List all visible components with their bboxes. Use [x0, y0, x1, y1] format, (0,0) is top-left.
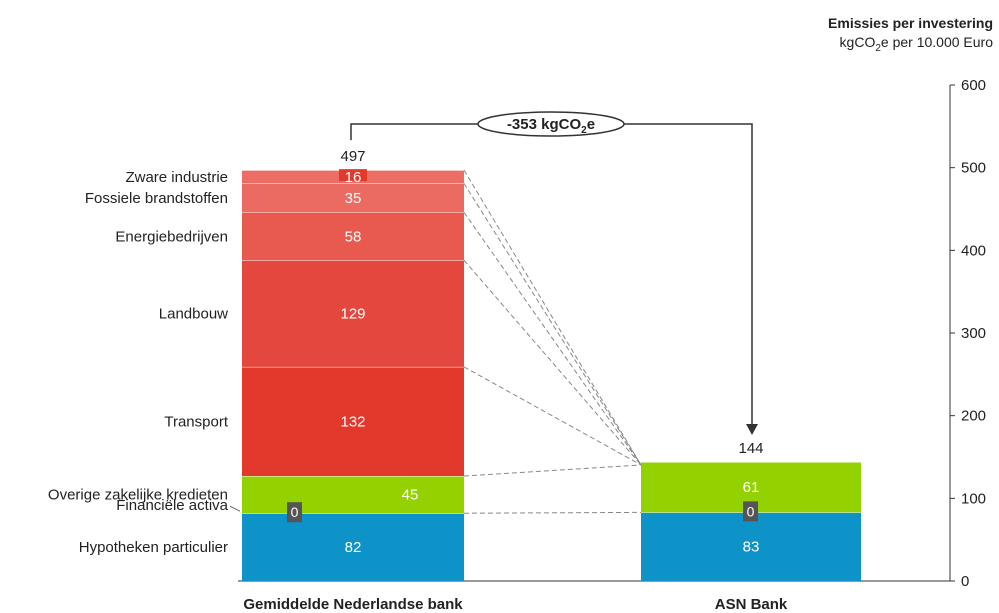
- segment-value-label: 58: [345, 228, 362, 245]
- zero-value-box: [287, 502, 302, 523]
- segment-value-label: 0: [747, 503, 755, 519]
- bar-segment: [242, 366, 464, 477]
- connector-line: [463, 511, 642, 514]
- segment-value-label: 132: [340, 413, 365, 430]
- connector-line: [463, 212, 642, 466]
- zero-value-box: [743, 501, 758, 522]
- difference-badge: [477, 111, 625, 137]
- bar-segment: [242, 476, 464, 514]
- segment-category-label: Overige zakelijke kredieten: [48, 487, 228, 504]
- axis-unit: kgCO2e per 10.000 Euro: [839, 34, 993, 54]
- x-category-label: Gemiddelde Nederlandse bank: [243, 596, 463, 613]
- bar-segment: [242, 260, 464, 367]
- segment-value-label: 129: [340, 306, 365, 323]
- financiele-activa-leader: [229, 505, 241, 512]
- segment-value-label: 16: [345, 169, 362, 186]
- bar-total-label: 497: [340, 148, 365, 165]
- axis-title-main: Emissies per investering: [828, 15, 993, 31]
- connector-line: [463, 183, 642, 466]
- segment-category-label: Zware industrie: [125, 169, 228, 186]
- segment-category-label: Energiebedrijven: [115, 228, 228, 245]
- y-tick-label: 400: [961, 242, 986, 259]
- y-tick-label: 500: [961, 160, 986, 177]
- connector-line: [463, 366, 642, 466]
- y-tick-label: 0: [961, 573, 969, 590]
- segment-value-label: 45: [402, 487, 419, 504]
- axis-title: Emissies per investering kgCO2e per 10.0…: [828, 14, 993, 58]
- segment-category-label: Financiële activa: [116, 497, 228, 514]
- segment-category-label: Fossiele brandstoffen: [85, 190, 228, 207]
- segment-value-label: 61: [743, 479, 760, 496]
- bar-total-label: 144: [738, 440, 763, 457]
- connector-line: [463, 259, 642, 466]
- segment-category-label: Landbouw: [159, 306, 228, 323]
- segment-value-label: 0: [291, 504, 299, 520]
- x-category-label: ASN Bank: [715, 596, 788, 613]
- bar-segment: [242, 513, 464, 581]
- small-segment-highlight: [339, 169, 367, 182]
- segment-category-label: Hypotheken particulier: [79, 539, 228, 556]
- y-tick-label: 200: [961, 408, 986, 425]
- bar-segment: [242, 183, 464, 213]
- connector-line: [463, 464, 642, 477]
- y-tick-label: 600: [961, 77, 986, 94]
- y-tick-label: 300: [961, 325, 986, 342]
- segment-value-label: 83: [743, 539, 760, 556]
- connector-line: [463, 169, 642, 466]
- difference-arrowhead: [746, 423, 758, 435]
- y-tick-label: 100: [961, 490, 986, 507]
- segment-category-label: Transport: [164, 413, 228, 430]
- segment-value-label: 35: [345, 190, 362, 207]
- segment-value-label: 82: [345, 539, 362, 556]
- bar-segment: [242, 212, 464, 261]
- bar-segment: [641, 512, 861, 581]
- difference-label: -353 kgCO2e: [507, 116, 595, 136]
